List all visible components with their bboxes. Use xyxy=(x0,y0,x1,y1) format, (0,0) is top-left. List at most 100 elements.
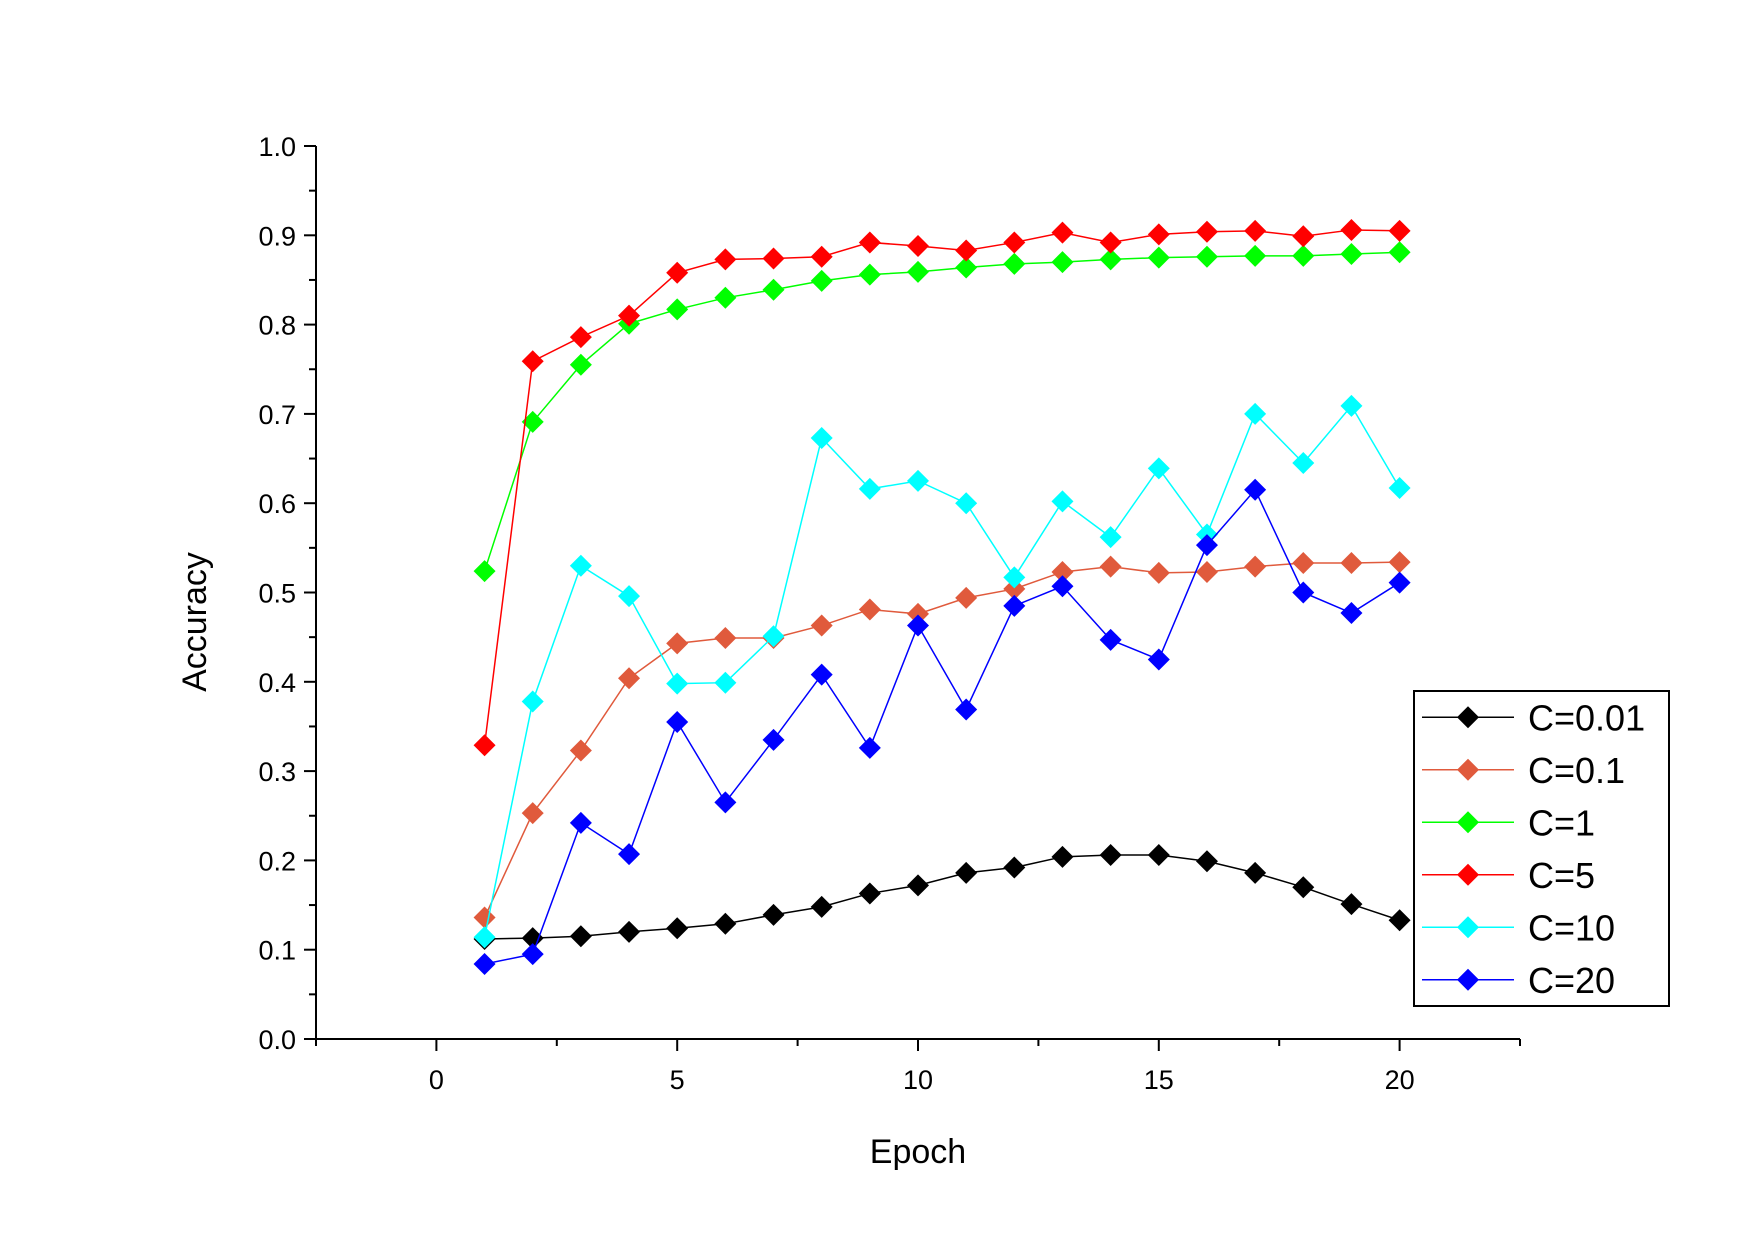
data-point xyxy=(858,231,881,254)
legend-marker xyxy=(1457,863,1479,886)
data-point xyxy=(1003,594,1026,617)
data-point xyxy=(1340,893,1363,916)
data-point xyxy=(473,734,496,757)
data-point xyxy=(1292,581,1315,604)
y-tick-label: 0.7 xyxy=(258,400,296,430)
data-point xyxy=(1244,861,1267,884)
legend-marker xyxy=(1457,706,1479,729)
legend-label: C=20 xyxy=(1528,960,1615,1001)
data-point xyxy=(618,920,641,943)
series-line xyxy=(484,488,1400,965)
data-point xyxy=(1195,534,1218,557)
series-C=1 xyxy=(473,241,1411,583)
data-point xyxy=(473,952,496,975)
y-tick-label: 0.9 xyxy=(258,221,296,251)
data-point xyxy=(1147,561,1170,584)
legend-item: C=20 xyxy=(1422,960,1615,1001)
legend: C=0.01 C=0.1 C=1 C=5 C=10 C=20 xyxy=(1413,690,1670,1007)
y-tick-label: 0.5 xyxy=(258,579,296,609)
data-point xyxy=(1292,876,1315,899)
x-tick-label: 10 xyxy=(903,1065,933,1095)
data-point xyxy=(858,598,881,621)
data-point xyxy=(521,410,544,433)
y-tick-label: 1.0 xyxy=(258,132,296,162)
data-point xyxy=(473,906,496,929)
data-point xyxy=(1051,490,1074,513)
data-point xyxy=(955,698,978,721)
data-point xyxy=(1195,220,1218,243)
data-point xyxy=(907,614,929,637)
data-point xyxy=(907,602,929,625)
legend-marker xyxy=(1457,916,1479,939)
data-point xyxy=(569,811,592,834)
data-point xyxy=(1388,219,1411,242)
data-point xyxy=(618,667,641,690)
data-point xyxy=(907,874,929,897)
data-point xyxy=(473,926,496,949)
data-point xyxy=(1244,555,1267,578)
data-point xyxy=(1388,909,1411,932)
data-point xyxy=(858,882,881,905)
x-axis-title: Epoch xyxy=(870,1133,966,1171)
series-line xyxy=(483,404,1401,938)
series-line xyxy=(484,854,1400,940)
data-point xyxy=(714,791,737,814)
data-point xyxy=(1340,394,1363,417)
data-point xyxy=(1099,555,1122,578)
data-point xyxy=(1388,477,1411,500)
legend-label: C=5 xyxy=(1528,855,1595,896)
data-point xyxy=(666,298,689,321)
data-point xyxy=(1147,648,1170,671)
data-point xyxy=(762,278,785,301)
data-point xyxy=(858,477,881,500)
data-point xyxy=(1051,845,1074,868)
legend-marker xyxy=(1457,758,1479,781)
data-point xyxy=(666,261,689,284)
data-point xyxy=(907,235,929,258)
series-C=0.01 xyxy=(473,844,1411,950)
data-point xyxy=(1340,243,1363,266)
data-point xyxy=(1388,241,1411,264)
series-C=5 xyxy=(473,218,1411,757)
data-point xyxy=(1099,628,1122,651)
data-point xyxy=(1003,231,1026,254)
legend-item: C=5 xyxy=(1422,855,1595,896)
data-point xyxy=(521,802,544,825)
data-point xyxy=(762,903,785,926)
series-C=20 xyxy=(473,478,1411,975)
y-tick-label: 0.3 xyxy=(258,757,296,787)
data-point xyxy=(1195,850,1218,873)
data-point xyxy=(521,927,544,950)
data-point xyxy=(1340,602,1363,625)
y-axis-title: Accuracy xyxy=(176,552,214,692)
data-point xyxy=(521,943,544,966)
legend-label: C=10 xyxy=(1528,907,1615,948)
data-point xyxy=(666,710,689,733)
data-point xyxy=(666,632,689,655)
y-tick-label: 0.2 xyxy=(258,846,296,876)
data-point xyxy=(1244,478,1267,501)
data-point xyxy=(618,585,641,608)
data-point xyxy=(907,469,929,492)
data-point xyxy=(810,663,833,686)
y-tick-label: 0.8 xyxy=(258,311,296,341)
data-point xyxy=(569,353,592,376)
y-tick-label: 0.6 xyxy=(258,489,296,519)
data-point xyxy=(858,263,881,286)
data-point xyxy=(810,269,833,292)
data-point xyxy=(521,690,544,713)
legend-item: C=0.1 xyxy=(1422,750,1625,791)
data-point xyxy=(569,925,592,948)
data-point xyxy=(666,672,689,695)
data-point xyxy=(714,671,737,694)
data-point xyxy=(955,239,978,262)
data-point xyxy=(810,895,833,918)
x-tick-label: 0 xyxy=(429,1065,444,1095)
series-C=0.1 xyxy=(473,551,1411,929)
series-line xyxy=(483,561,1400,918)
legend-box xyxy=(1413,690,1670,1007)
data-point xyxy=(1003,252,1026,275)
data-point xyxy=(569,739,592,762)
